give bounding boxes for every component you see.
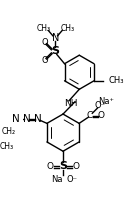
Text: O: O xyxy=(41,38,48,47)
Text: N: N xyxy=(34,114,42,124)
Text: CH₃: CH₃ xyxy=(37,24,51,33)
Text: O⁻: O⁻ xyxy=(66,175,77,184)
Text: N: N xyxy=(52,33,59,43)
Text: C: C xyxy=(87,111,93,120)
Text: N: N xyxy=(23,114,31,124)
Text: O⁻: O⁻ xyxy=(94,101,106,110)
Text: O: O xyxy=(73,162,80,171)
Text: Na: Na xyxy=(51,175,63,184)
Text: CH₃: CH₃ xyxy=(61,24,75,33)
Text: CH₃: CH₃ xyxy=(109,76,124,85)
Text: NH: NH xyxy=(64,99,78,108)
Text: O: O xyxy=(46,162,53,171)
Text: CH₃: CH₃ xyxy=(0,142,14,151)
Text: N: N xyxy=(12,114,20,124)
Text: O: O xyxy=(41,56,48,65)
Text: S: S xyxy=(51,46,59,56)
Text: Na⁺: Na⁺ xyxy=(98,97,114,106)
Text: O: O xyxy=(97,111,104,120)
Text: S: S xyxy=(59,161,67,171)
Text: CH₂: CH₂ xyxy=(2,127,16,136)
